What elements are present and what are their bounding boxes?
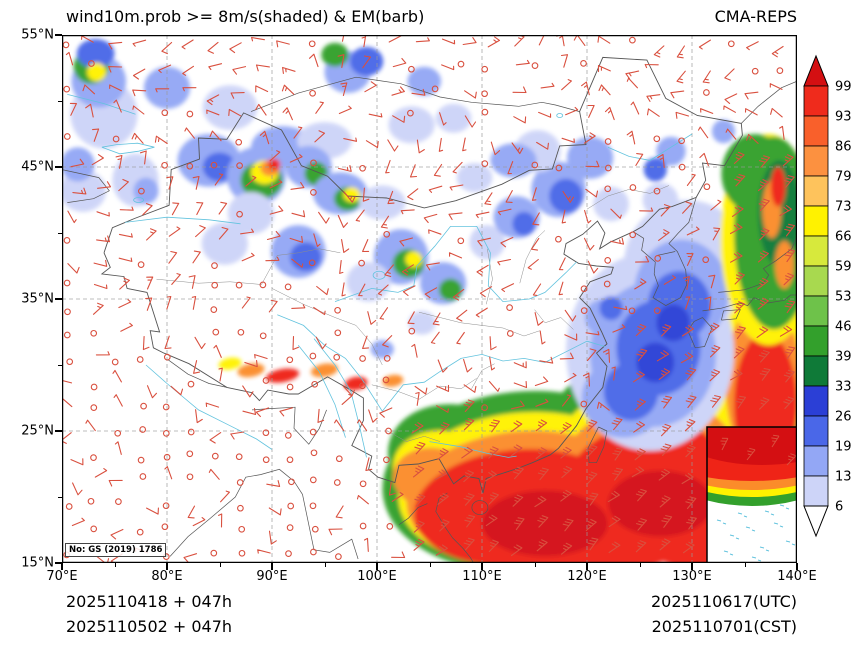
x-axis-tick-label: 70°E <box>46 569 78 584</box>
y-axis-tick-label: 35°N <box>21 291 54 307</box>
inset-border <box>706 426 797 563</box>
wind-barb-layer <box>62 35 796 563</box>
x-axis-tick-label: 120°E <box>567 569 607 584</box>
x-axis-tick <box>796 563 798 570</box>
colorbar-tick-label: 86 <box>835 140 852 155</box>
colorbar-tick-label: 46 <box>835 320 852 335</box>
x-axis-tick-label: 80°E <box>151 569 183 584</box>
y-axis-tick-label: 25°N <box>21 423 54 439</box>
x-axis-tick <box>376 563 378 570</box>
colorbar-tick-label: 99 <box>835 80 852 95</box>
x-axis-minor-tick <box>219 563 221 567</box>
map-license-note: No: GS (2019) 1786 <box>65 543 167 557</box>
colorbar-tick-label: 6 <box>835 500 843 515</box>
colorbar-tick-label: 93 <box>835 110 852 125</box>
x-axis-tick-label: 130°E <box>672 569 712 584</box>
south-china-sea-inset <box>707 427 797 563</box>
map-canvas <box>62 35 797 563</box>
colorbar-tick-label: 53 <box>835 290 852 305</box>
colorbar: 99 93 86 79 73 66 59 53 46 39 33 26 19 13 6 <box>803 54 852 538</box>
x-axis-minor-tick <box>114 563 116 567</box>
plot-frame <box>62 35 797 563</box>
x-axis-tick <box>586 563 588 570</box>
colorbar-tick-label: 73 <box>835 200 852 215</box>
x-axis-tick-label: 100°E <box>357 569 397 584</box>
y-axis-minor-tick <box>58 232 62 234</box>
init-time-utc: 2025110418 + 047h <box>66 592 233 611</box>
y-axis-tick <box>55 34 62 36</box>
y-axis-tick-label: 45°N <box>21 159 54 175</box>
x-axis-tick <box>166 563 168 570</box>
page-title: wind10m.prob >= 8m/s(shaded) & EM(barb) <box>66 7 425 26</box>
x-axis-tick <box>691 563 693 570</box>
y-axis-minor-tick <box>58 100 62 102</box>
graticule-layer <box>62 35 797 563</box>
y-axis-minor-tick <box>58 496 62 498</box>
y-axis-tick <box>55 430 62 432</box>
valid-time-utc: 2025110617(UTC) <box>651 592 797 611</box>
x-axis-minor-tick <box>744 563 746 567</box>
colorbar-tick-label: 66 <box>835 230 852 245</box>
x-axis-tick <box>271 563 273 570</box>
y-axis-minor-tick <box>58 364 62 366</box>
rivers-layer <box>67 94 693 458</box>
coastline-border-layer <box>62 56 797 563</box>
colorbar-tick-label: 26 <box>835 410 852 425</box>
colorbar-tick-label: 33 <box>835 380 852 395</box>
x-axis-tick <box>481 563 483 570</box>
y-axis-tick <box>55 166 62 168</box>
colorbar-tick-label: 19 <box>835 440 852 455</box>
colorbar-tick-label: 59 <box>835 260 852 275</box>
colorbar-tick-label: 13 <box>835 470 852 485</box>
model-label: CMA-REPS <box>714 7 797 26</box>
x-axis-minor-tick <box>534 563 536 567</box>
y-axis-tick-label: 15°N <box>21 555 54 571</box>
x-axis-minor-tick <box>324 563 326 567</box>
init-time-cst: 2025110502 + 047h <box>66 617 233 636</box>
y-axis-tick <box>55 298 62 300</box>
x-axis-tick-label: 140°E <box>777 569 817 584</box>
valid-time-cst: 2025110701(CST) <box>651 617 797 636</box>
x-axis-minor-tick <box>429 563 431 567</box>
colorbar-tick-label: 79 <box>835 170 852 185</box>
colorbar-tick-label: 39 <box>835 350 852 365</box>
y-axis-tick-label: 55°N <box>21 27 54 43</box>
x-axis-tick-label: 90°E <box>256 569 288 584</box>
x-axis-minor-tick <box>639 563 641 567</box>
x-axis-tick <box>61 563 63 570</box>
y-axis-tick <box>55 562 62 564</box>
x-axis-tick-label: 110°E <box>462 569 502 584</box>
